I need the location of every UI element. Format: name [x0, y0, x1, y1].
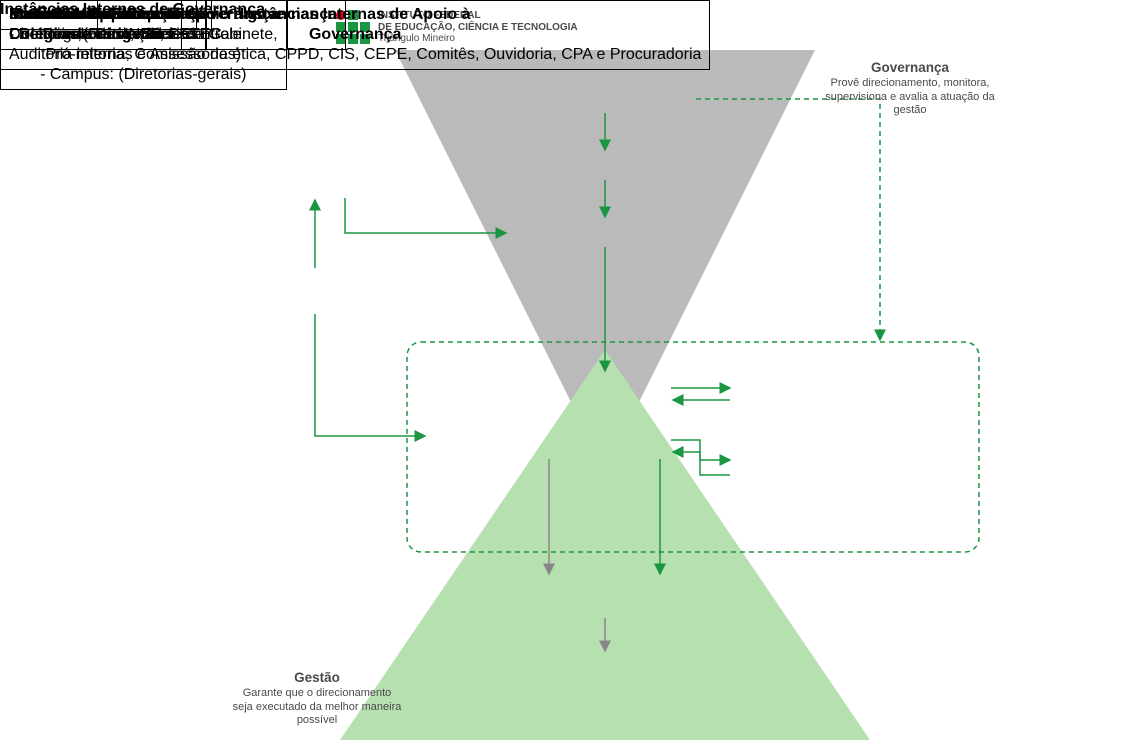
node-gestao-op-title: Gestão Operacional [28, 5, 179, 25]
node-inst-int-apoio-title2: Governança [309, 25, 401, 45]
node-gestao-op-sub: Coordenadorias e Núcleos [9, 25, 198, 45]
diagram-container: INSTITUTO FEDERAL DE EDUCAÇÃO, CIÊNCIA E… [0, 0, 1137, 751]
gestao-label: Gestão Garante que o direcionamento seja… [232, 670, 402, 728]
governanca-title: Governança [810, 60, 1010, 77]
gestao-title: Gestão [232, 670, 402, 687]
node-inst-int-apoio-title1: Instâncias Internas de Apoio à [240, 5, 471, 25]
gestao-sub: Garante que o direcionamento seja execut… [232, 687, 402, 728]
governanca-sub: Provê direcionamento, monitora, supervis… [810, 77, 1010, 118]
node-gestao-operacional: Gestão Operacional Coordenadorias e Núcl… [0, 0, 207, 50]
governanca-label: Governança Provê direcionamento, monitor… [810, 60, 1010, 118]
